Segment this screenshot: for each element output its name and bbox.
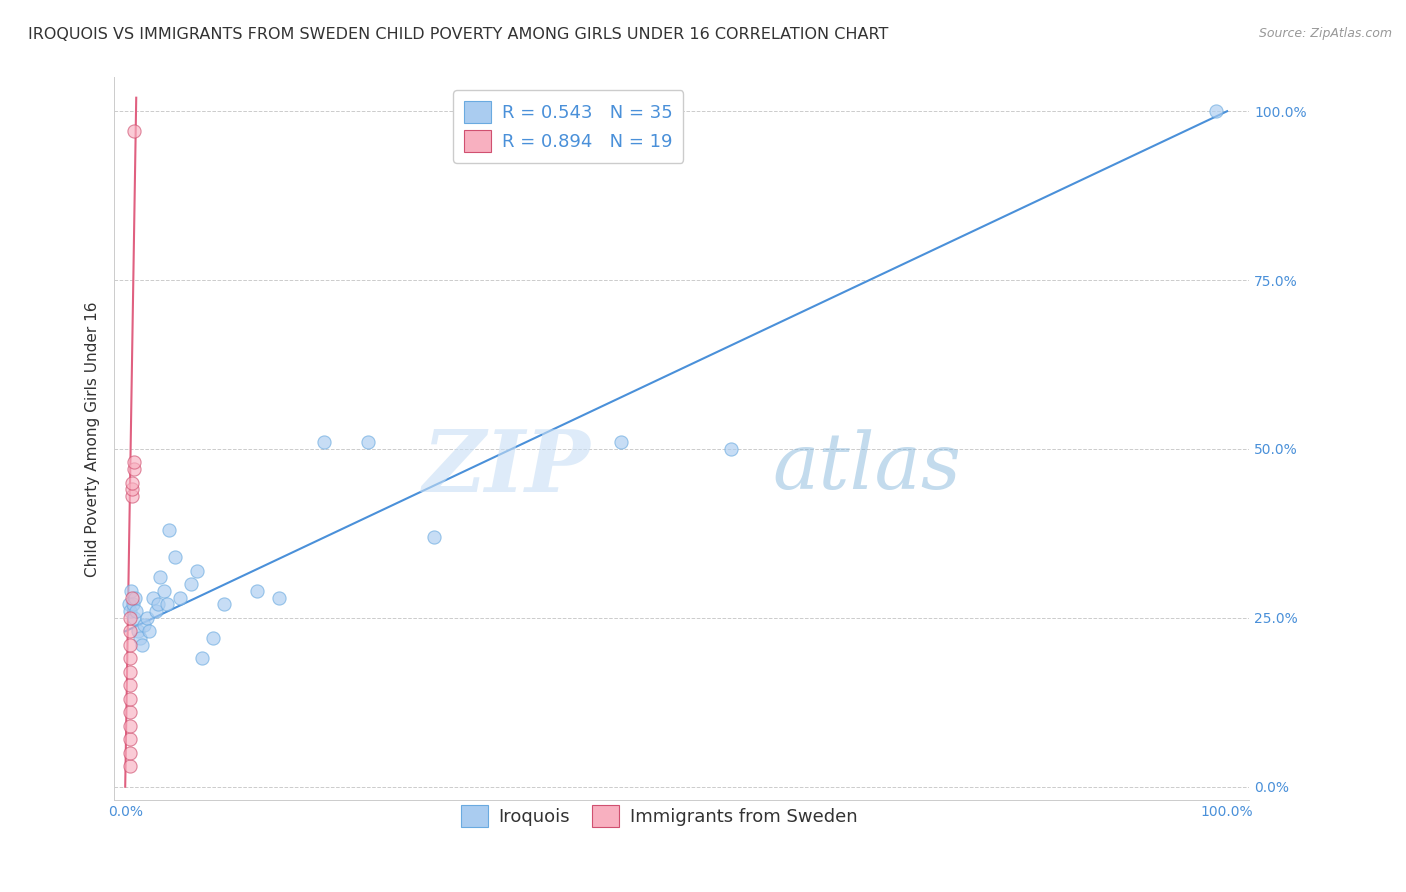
Point: [186, 564, 208, 578]
Point: [180, 577, 202, 591]
Point: [610, 435, 633, 450]
Point: [148, 597, 170, 611]
Point: [122, 462, 145, 476]
Point: [312, 435, 335, 450]
Point: [122, 455, 145, 469]
Point: [132, 617, 155, 632]
Point: [122, 611, 145, 625]
Point: [157, 523, 180, 537]
Point: [145, 604, 167, 618]
Text: atlas: atlas: [772, 430, 962, 506]
Point: [118, 692, 141, 706]
Point: [122, 124, 145, 138]
Point: [118, 611, 141, 625]
Point: [138, 624, 160, 639]
Point: [1205, 104, 1227, 119]
Point: [118, 604, 141, 618]
Point: [720, 442, 742, 456]
Legend: Iroquois, Immigrants from Sweden: Iroquois, Immigrants from Sweden: [453, 798, 865, 835]
Point: [191, 651, 214, 665]
Point: [169, 591, 191, 605]
Point: [120, 583, 142, 598]
Point: [127, 624, 149, 639]
Point: [121, 475, 143, 490]
Point: [124, 591, 146, 605]
Point: [118, 759, 141, 773]
Point: [202, 631, 225, 645]
Point: [118, 624, 141, 639]
Point: [118, 732, 141, 747]
Y-axis label: Child Poverty Among Girls Under 16: Child Poverty Among Girls Under 16: [86, 301, 100, 576]
Point: [131, 638, 153, 652]
Point: [422, 530, 444, 544]
Point: [136, 611, 159, 625]
Point: [125, 604, 148, 618]
Point: [356, 435, 378, 450]
Point: [118, 678, 141, 692]
Point: [121, 591, 143, 605]
Text: Source: ZipAtlas.com: Source: ZipAtlas.com: [1258, 27, 1392, 40]
Point: [156, 597, 179, 611]
Point: [118, 746, 141, 760]
Point: [118, 706, 141, 720]
Point: [163, 549, 186, 564]
Point: [128, 631, 150, 645]
Point: [121, 489, 143, 503]
Point: [118, 665, 141, 679]
Point: [122, 597, 145, 611]
Text: IROQUOIS VS IMMIGRANTS FROM SWEDEN CHILD POVERTY AMONG GIRLS UNDER 16 CORRELATIO: IROQUOIS VS IMMIGRANTS FROM SWEDEN CHILD…: [28, 27, 889, 42]
Point: [269, 591, 291, 605]
Point: [142, 591, 165, 605]
Point: [118, 719, 141, 733]
Point: [118, 651, 141, 665]
Point: [117, 597, 139, 611]
Point: [118, 638, 141, 652]
Point: [246, 583, 269, 598]
Point: [149, 570, 172, 584]
Point: [152, 583, 174, 598]
Point: [121, 483, 143, 497]
Text: ZIP: ZIP: [423, 426, 591, 509]
Point: [214, 597, 236, 611]
